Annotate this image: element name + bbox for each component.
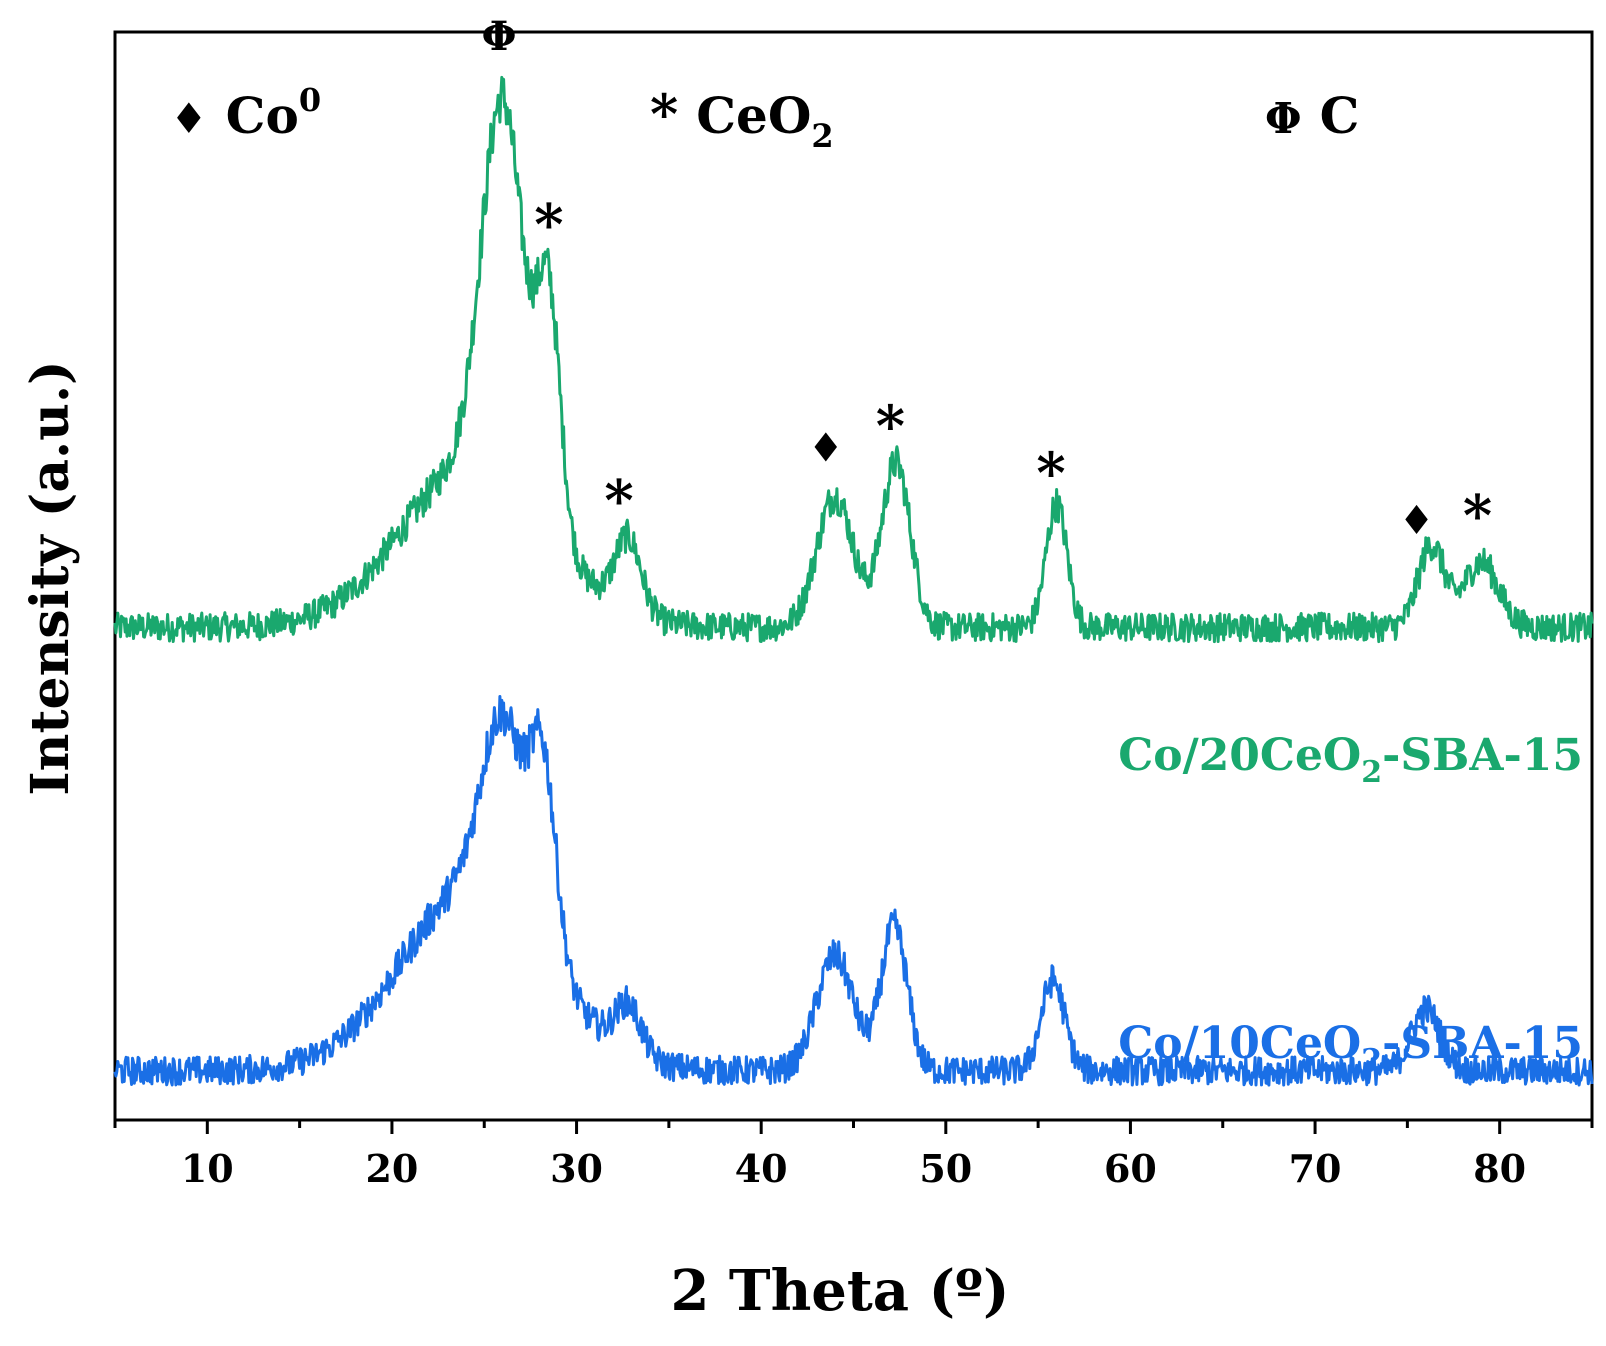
plot-area (113, 30, 1594, 1122)
series-label-pre: Co/10CeO (1118, 1018, 1361, 1069)
x-axis-label: 2 Theta (º) (670, 1258, 1009, 1324)
legend-superscript: 0 (299, 81, 321, 119)
legend-subscript: 2 (811, 117, 833, 155)
peak-marker: * (604, 468, 633, 534)
x-tick-label: 20 (365, 1146, 418, 1191)
series-line-1 (113, 75, 1594, 644)
series-line-2 (113, 695, 1594, 1087)
plot-border (113, 30, 1594, 1122)
series-label-post: -SBA-15 (1382, 730, 1583, 781)
x-axis: 10 20 30 40 50 60 70 80 (113, 1120, 1594, 1191)
peak-marker: Φ (482, 13, 517, 60)
y-axis-label: Intensity (a.u.) (20, 360, 81, 795)
x-tick-label: 30 (550, 1146, 603, 1191)
peak-marker: * (1463, 483, 1492, 549)
series-label-2: Co/10CeO2-SBA-15 (1118, 1018, 1583, 1078)
legend-symbol: * (650, 82, 678, 146)
series-label-post: -SBA-15 (1382, 1018, 1583, 1069)
peak-marker: ♦ (1399, 497, 1435, 544)
x-tick-label: 10 (181, 1146, 234, 1191)
x-tick-label: 60 (1104, 1146, 1157, 1191)
series-label-pre: Co/20CeO (1118, 730, 1361, 781)
peak-marker: * (534, 192, 563, 258)
legend-symbol: Φ (1265, 94, 1302, 143)
legend-item: * CeO2 (650, 82, 834, 155)
legend-label: Co (226, 86, 299, 145)
series-label-sub: 2 (1361, 1043, 1382, 1078)
legend: ♦ Co0 * CeO2 Φ C (170, 81, 1359, 155)
legend-symbol: ♦ (170, 94, 208, 143)
legend-label: C (1320, 86, 1360, 145)
series-label-sub: 2 (1361, 755, 1382, 790)
peak-marker: ♦ (808, 425, 844, 472)
legend-item: ♦ Co0 (170, 81, 321, 145)
peak-marker: * (1036, 440, 1065, 506)
series-label-1: Co/20CeO2-SBA-15 (1118, 730, 1583, 790)
peak-annotations: Φ * * ♦ * * ♦ * (482, 13, 1493, 549)
x-tick-label: 70 (1289, 1146, 1342, 1191)
x-tick-label: 80 (1473, 1146, 1526, 1191)
legend-label: CeO (696, 86, 811, 145)
x-tick-label: 50 (919, 1146, 972, 1191)
x-tick-label: 40 (735, 1146, 788, 1191)
series-layer (113, 75, 1594, 1087)
peak-marker: * (876, 394, 905, 460)
